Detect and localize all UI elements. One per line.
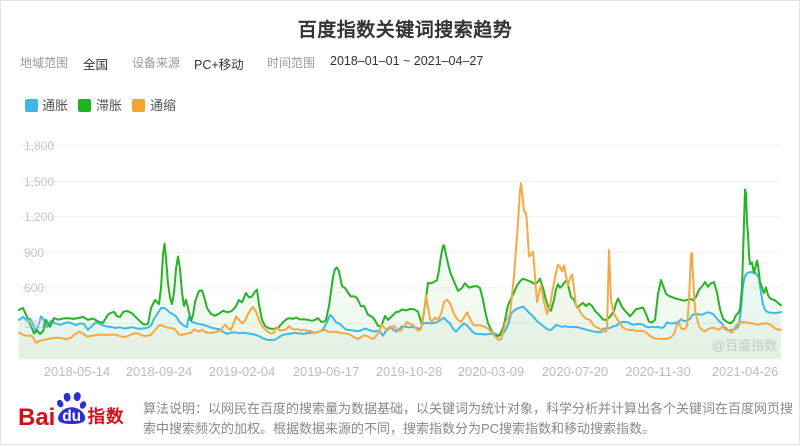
svg-text:du: du xyxy=(62,408,81,425)
svg-text:指数: 指数 xyxy=(88,407,125,427)
svg-text:Bai: Bai xyxy=(19,404,55,431)
